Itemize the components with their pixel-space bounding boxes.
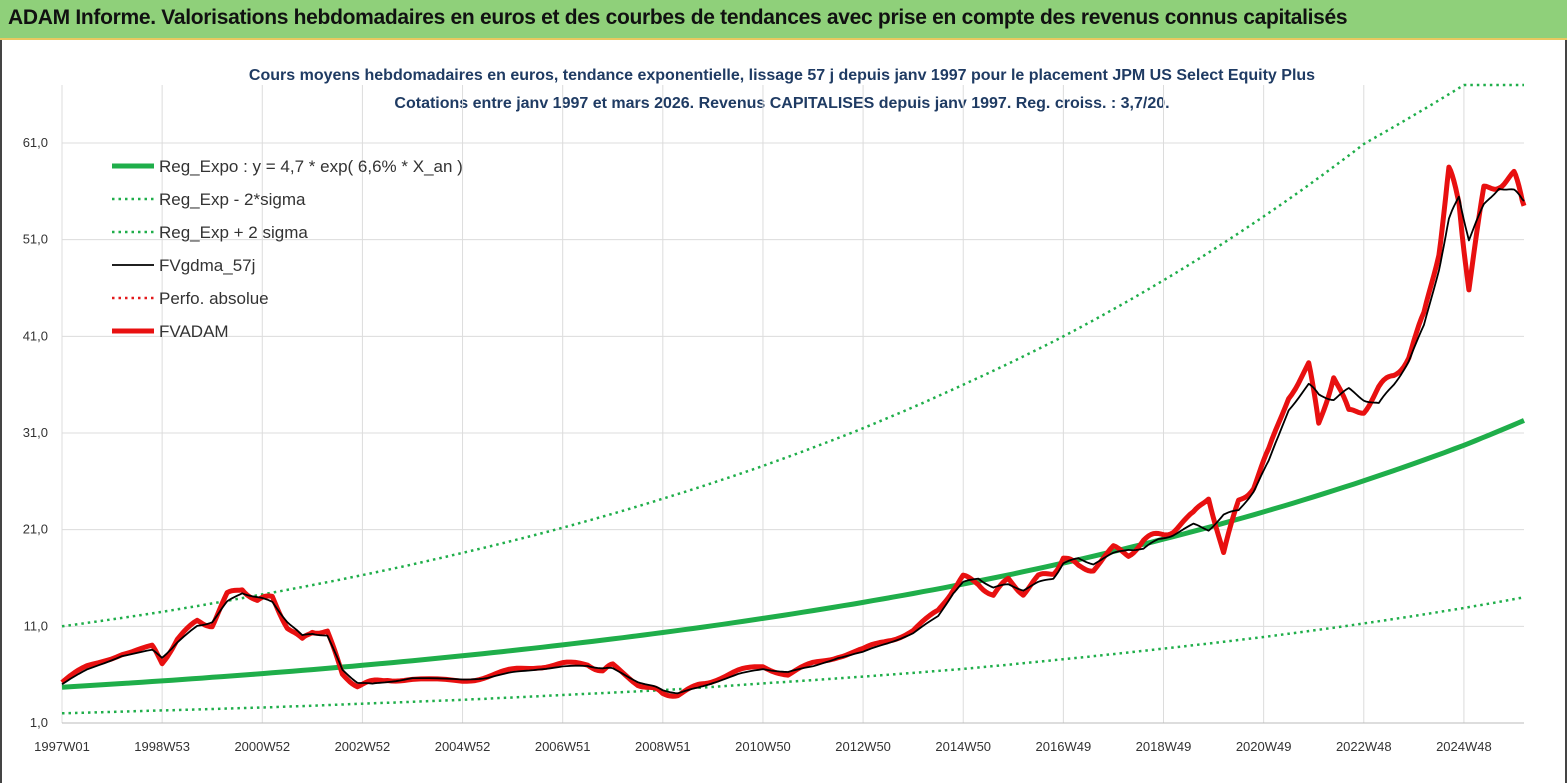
x-tick-label: 2004W52 — [435, 739, 491, 754]
x-tick-label: 2014W50 — [935, 739, 991, 754]
line-chart: Cours moyens hebdomadaires en euros, ten… — [23, 67, 1527, 754]
legend-label: Reg_Expo : y = 4,7 * exp( 6,6% * X_an ) — [159, 157, 463, 176]
y-tick-label: 31,0 — [23, 425, 48, 440]
legend-label: Reg_Exp + 2 sigma — [159, 223, 308, 242]
y-tick-label: 11,0 — [24, 618, 48, 633]
banner: ADAM Informe. Valorisations hebdomadaire… — [0, 0, 1567, 40]
x-tick-label: 1998W53 — [134, 739, 190, 754]
series-group — [60, 83, 1527, 715]
chart-title-line2: Cotations entre janv 1997 et mars 2026. … — [394, 95, 1169, 112]
chart-frame: Cours moyens hebdomadaires en euros, ten… — [0, 40, 1567, 783]
series-line-3 — [61, 187, 1525, 695]
legend-label: FVADAM — [159, 322, 229, 341]
y-tick-label: 21,0 — [23, 522, 48, 537]
chart-title-line1: Cours moyens hebdomadaires en euros, ten… — [249, 67, 1315, 84]
legend: Reg_Expo : y = 4,7 * exp( 6,6% * X_an ) R… — [112, 157, 463, 341]
series-line-0 — [61, 418, 1525, 690]
axes: 1,0 11,0 21,0 31,0 41,0 51,0 61,0 1997W01 1998W5… — [23, 135, 1524, 754]
y-tick-label: 61,0 — [23, 135, 48, 150]
legend-label: Perfo. absolue — [159, 289, 269, 308]
x-tick-label: 2002W52 — [335, 739, 391, 754]
legend-label: Reg_Exp - 2*sigma — [159, 190, 306, 209]
x-tick-label: 2022W48 — [1336, 739, 1392, 754]
series-line-5 — [60, 164, 1527, 699]
y-tick-label: 51,0 — [23, 232, 48, 247]
x-tick-label: 2006W51 — [535, 739, 591, 754]
x-tick-label: 2024W48 — [1436, 739, 1492, 754]
banner-title: ADAM Informe. Valorisations hebdomadaire… — [8, 6, 1348, 29]
x-tick-label: 2018W49 — [1136, 739, 1192, 754]
y-tick-label: 1,0 — [30, 715, 48, 730]
x-tick-label: 2016W49 — [1036, 739, 1092, 754]
gridlines — [61, 85, 1524, 724]
x-tick-label: 2012W50 — [835, 739, 891, 754]
legend-label: FVgdma_57j — [159, 256, 255, 275]
x-tick-label: 1997W01 — [34, 739, 90, 754]
y-tick-label: 41,0 — [23, 328, 48, 343]
series-line-2 — [61, 83, 1524, 628]
x-tick-label: 2008W51 — [635, 739, 691, 754]
series-line-1 — [61, 596, 1525, 715]
x-tick-label: 2000W52 — [234, 739, 290, 754]
x-tick-label: 2020W49 — [1236, 739, 1292, 754]
x-tick-label: 2010W50 — [735, 739, 791, 754]
